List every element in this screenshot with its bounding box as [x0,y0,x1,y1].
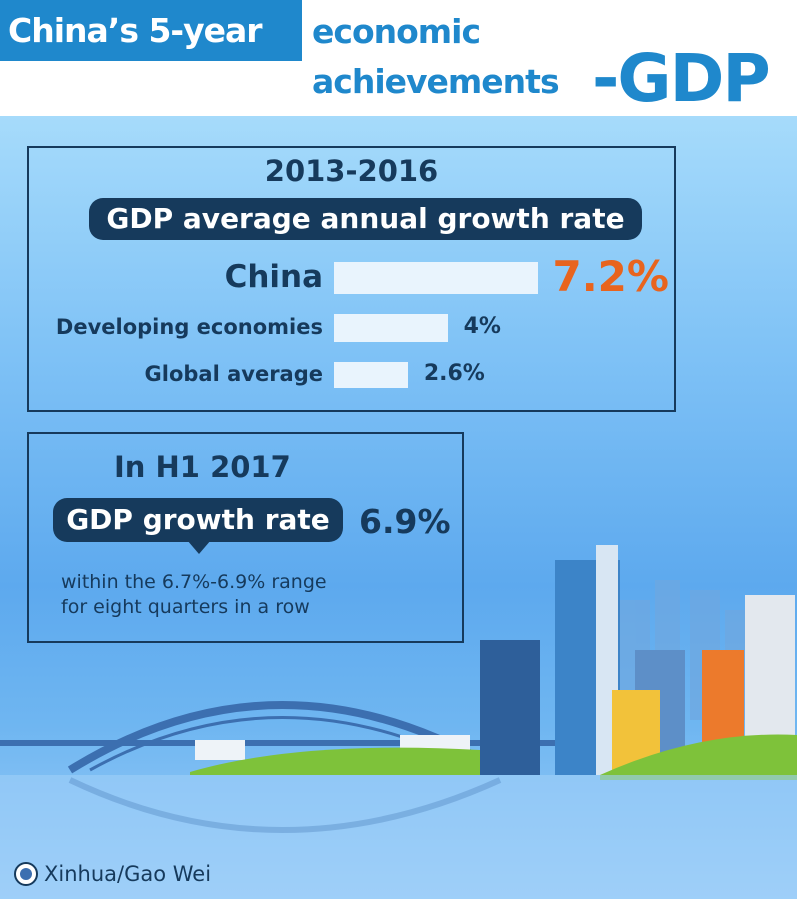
period-heading: In H1 2017 [114,450,291,484]
bar-label: China [224,258,323,295]
header: China’s 5-year economic achievements -GD… [0,0,797,117]
cityscape-illustration [0,545,797,899]
credit: Xinhua/Gao Wei [44,862,212,886]
average-growth-panel: 2013-2016 GDP average annual growth rate [27,146,676,412]
bar-value-label: 2.6% [423,361,485,387]
bar [334,362,408,388]
bar [334,262,539,294]
title-line-1: China’s 5-year [0,0,302,61]
h1-2017-panel: In H1 2017 GDP growth rate 6.9% within t… [27,432,464,643]
xinhua-logo-icon [14,862,38,886]
bar [334,314,448,342]
pill-pointer [187,540,211,554]
bar-value-label: 4% [463,314,501,340]
bar-value-label: 7.2% [552,251,669,301]
bar-label: Global average [144,361,323,386]
title-line-3: achievements [312,62,560,101]
range-note: within the 6.7%-6.9% range for eight qua… [61,570,327,620]
years-heading: 2013-2016 [264,154,439,188]
note-line-1: within the 6.7%-6.9% range [61,571,327,593]
growth-rate-pill: GDP growth rate [53,498,343,542]
growth-rate-value: 6.9% [359,502,451,541]
title-line-2: economic [312,12,481,51]
title-gdp: -GDP [592,40,771,117]
note-line-2: for eight quarters in a row [61,596,310,618]
subtitle-pill: GDP average annual growth rate [89,198,642,240]
bar-label: Developing economies [55,314,323,339]
